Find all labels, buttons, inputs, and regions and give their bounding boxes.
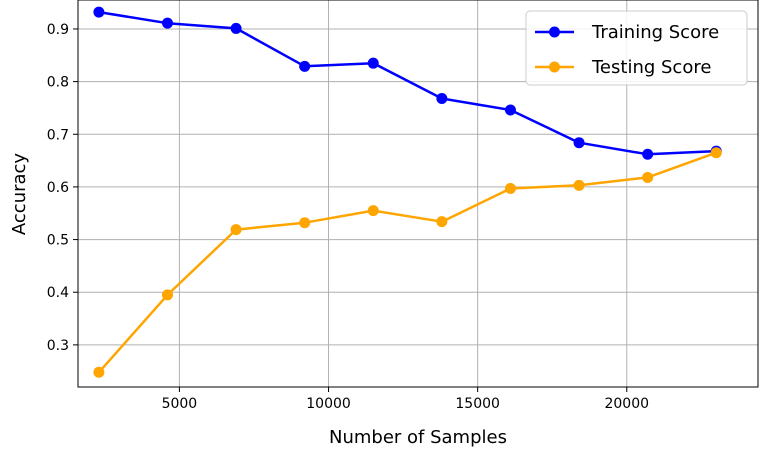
testing-score-point xyxy=(436,216,448,228)
x-tick-label: 15000 xyxy=(455,396,500,412)
training-score-point xyxy=(367,57,379,69)
y-tick-label: 0.7 xyxy=(47,127,69,143)
testing-score-line xyxy=(97,151,717,374)
testing-score-point xyxy=(642,171,654,183)
x-axis-label: Number of Samples xyxy=(329,427,507,448)
legend-box xyxy=(525,10,748,86)
axis-ticks: 5000 10000 15000 20000 0.3 0.4 0.5 0.6 0.7 0.8 0.9 xyxy=(47,22,649,412)
testing-score-point xyxy=(161,289,173,301)
y-tick-label: 0.4 xyxy=(47,285,69,301)
x-tick-label: 10000 xyxy=(306,396,351,412)
training-score-point xyxy=(230,22,242,34)
training-score-point xyxy=(299,60,311,72)
series-layer xyxy=(93,6,722,378)
testing-score-point xyxy=(504,182,516,194)
y-tick-label: 0.3 xyxy=(47,338,69,354)
plot-frame xyxy=(77,0,759,388)
legend-training-score-marker xyxy=(549,26,560,38)
legend-testing-score-marker xyxy=(549,61,560,73)
x-tick-label: 20000 xyxy=(604,396,649,412)
testing-score-point xyxy=(573,179,585,191)
training-score-point xyxy=(642,148,654,160)
legend: Training Score Testing Score xyxy=(525,10,748,86)
y-tick-label: 0.6 xyxy=(47,180,69,196)
training-score-point xyxy=(504,104,516,116)
training-score-point xyxy=(573,137,585,149)
y-tick-label: 0.5 xyxy=(47,233,69,249)
training-score-line xyxy=(98,10,717,156)
y-tick-label: 0.8 xyxy=(47,75,69,91)
testing-score-point xyxy=(230,224,242,236)
training-score-point xyxy=(436,92,448,104)
testing-score-point xyxy=(710,147,722,159)
y-tick-label: 0.9 xyxy=(47,22,69,38)
legend-training-score-label: Training Score xyxy=(591,22,719,43)
training-score-point xyxy=(161,17,173,29)
testing-score-point xyxy=(367,205,379,217)
testing-score-point xyxy=(299,217,311,229)
testing-score-point xyxy=(93,366,105,378)
y-axis-label: Accuracy xyxy=(9,153,30,236)
legend-testing-score-label: Testing Score xyxy=(591,57,711,78)
x-tick-label: 5000 xyxy=(162,396,198,412)
training-score-point xyxy=(93,6,105,18)
